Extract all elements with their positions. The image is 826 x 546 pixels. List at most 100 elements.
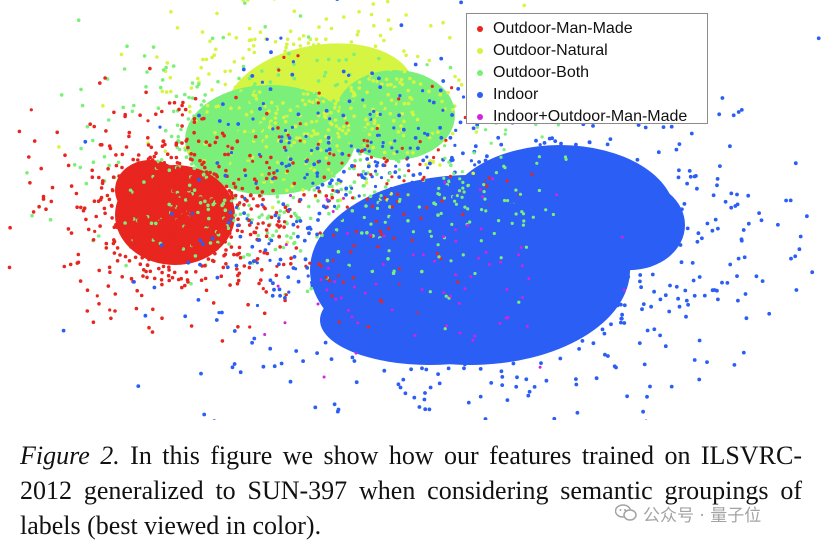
scatter-point: [248, 128, 252, 133]
scatter-point: [260, 268, 264, 272]
scatter-point: [546, 209, 551, 213]
scatter-point: [739, 108, 744, 112]
scatter-point: [789, 256, 793, 261]
scatter-point: [261, 287, 265, 291]
scatter-point: [550, 198, 555, 203]
scatter-point: [131, 157, 135, 162]
scatter-point: [195, 224, 199, 229]
scatter-point: [189, 152, 193, 156]
scatter-point: [356, 173, 361, 177]
scatter-point: [216, 215, 221, 220]
scatter-point: [499, 260, 503, 264]
scatter-point: [257, 153, 262, 157]
scatter-point: [183, 283, 187, 288]
scatter-point: [272, 287, 276, 292]
scatter-point: [66, 227, 71, 231]
scatter-point: [190, 81, 195, 85]
scatter-point: [169, 253, 173, 258]
scatter-point: [237, 143, 242, 148]
scatter-point: [744, 316, 749, 321]
scatter-point: [563, 259, 568, 264]
scatter-point: [440, 199, 444, 203]
scatter-point: [622, 303, 627, 308]
scatter-point: [251, 44, 256, 48]
scatter-point: [406, 331, 411, 336]
scatter-point: [265, 160, 269, 165]
scatter-point: [215, 199, 219, 203]
scatter-point: [422, 191, 426, 195]
scatter-point: [193, 243, 197, 248]
scatter-point: [158, 125, 162, 129]
scatter-point: [384, 139, 389, 144]
scatter-point: [461, 151, 465, 156]
scatter-point: [557, 186, 562, 191]
scatter-point: [441, 235, 445, 239]
scatter-point: [305, 132, 310, 136]
scatter-point: [382, 38, 386, 43]
scatter-point: [282, 55, 286, 60]
scatter-point: [246, 302, 250, 307]
scatter-point: [289, 235, 293, 240]
scatter-point: [267, 166, 272, 170]
scatter-point: [315, 174, 319, 178]
scatter-point: [250, 87, 255, 92]
scatter-point: [185, 172, 189, 176]
scatter-point: [408, 266, 413, 271]
scatter-point: [365, 104, 370, 108]
scatter-point: [263, 25, 268, 29]
scatter-point: [302, 110, 307, 115]
scatter-point: [425, 132, 430, 137]
scatter-point: [345, 121, 349, 125]
scatter-point: [156, 185, 161, 190]
scatter-point: [397, 117, 401, 121]
scatter-point: [157, 216, 161, 220]
scatter-point: [512, 288, 517, 293]
scatter-point: [108, 270, 112, 275]
scatter-point: [431, 100, 436, 105]
scatter-point: [342, 169, 346, 174]
scatter-point: [682, 202, 687, 206]
scatter-point: [200, 30, 205, 34]
scatter-point: [376, 161, 380, 165]
scatter-point: [497, 292, 501, 297]
scatter-point: [375, 111, 380, 115]
scatter-point: [122, 67, 127, 71]
scatter-point: [223, 220, 228, 225]
scatter-point: [423, 391, 427, 395]
scatter-point: [521, 296, 525, 299]
scatter-point: [334, 297, 338, 301]
scatter-point: [234, 104, 239, 108]
scatter-point: [165, 61, 170, 65]
scatter-point: [145, 263, 150, 267]
scatter-point: [374, 282, 378, 286]
scatter-point: [208, 170, 212, 175]
scatter-point: [332, 174, 336, 178]
scatter-point: [255, 303, 260, 308]
scatter-point: [154, 229, 158, 234]
scatter-point: [215, 246, 219, 251]
scatter-point: [743, 292, 748, 296]
scatter-point: [186, 187, 191, 192]
scatter-point: [183, 250, 188, 254]
scatter-point: [335, 0, 339, 1]
scatter-point: [422, 397, 427, 402]
legend-swatch: [477, 92, 483, 98]
scatter-point: [295, 107, 299, 111]
scatter-point: [174, 155, 179, 160]
scatter-point: [466, 400, 471, 405]
scatter-point: [199, 205, 203, 209]
scatter-point: [154, 174, 158, 179]
scatter-point: [350, 209, 355, 213]
scatter-point: [405, 210, 410, 215]
scatter-point: [453, 74, 457, 79]
scatter-point: [537, 224, 542, 229]
scatter-point: [556, 241, 561, 246]
scatter-point: [243, 129, 247, 134]
scatter-point: [486, 196, 490, 201]
scatter-point: [232, 329, 237, 333]
scatter-point: [461, 260, 465, 265]
scatter-point: [488, 263, 491, 266]
scatter-point: [291, 161, 295, 165]
scatter-point: [272, 364, 277, 369]
scatter-point: [262, 116, 266, 121]
